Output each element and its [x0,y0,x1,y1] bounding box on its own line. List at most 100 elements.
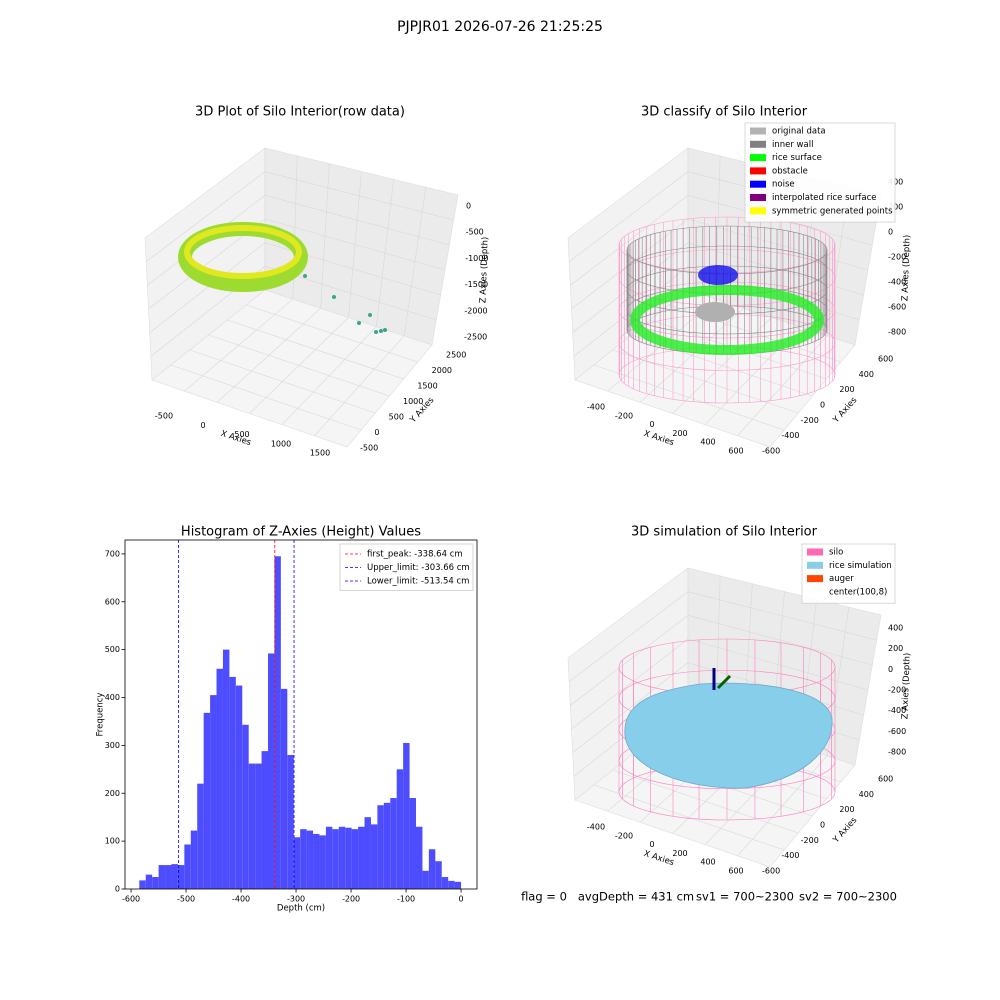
auger [716,674,732,690]
legend-swatch [807,548,823,556]
legend-label: obstacle [772,166,808,176]
legend-label: first_peak: -338.64 cm [367,550,463,560]
z-tick-label: -2000 [464,306,487,315]
legend-label: Lower_limit: -513.54 cm [367,577,469,587]
x-tick-label: 200 [672,429,687,438]
z-tick-label: -2500 [464,333,487,342]
bar [358,826,365,889]
y-tick-label: 600 [105,597,120,606]
cloud [184,225,302,279]
bar [325,826,333,889]
y-tick-label: -200 [801,416,819,425]
z-tick-label: 0 [888,665,893,674]
x-axis-label: X Axies [642,849,675,868]
cloud-point [303,274,307,278]
bar [332,829,339,889]
bar [390,798,397,889]
legend-label: rice surface [772,153,822,163]
x-tick-label: 0 [459,895,464,904]
pane-grid [570,195,689,286]
bar [313,833,320,889]
x-tick-label: -400 [232,895,250,904]
y-tick-label: -200 [801,836,819,845]
bar [184,844,191,889]
bar [248,763,256,889]
pane-grid [737,755,828,857]
x-tick-label: -200 [615,831,633,840]
z-tick-label: -200 [888,686,906,695]
legend-box [744,122,896,223]
legend-swatch [807,575,823,583]
x-tick-label: 1500 [310,449,330,458]
z-tick-label: -800 [888,748,906,757]
figure-title: PJPJR01 2026-07-26 21:25:25 [397,19,603,35]
bar [274,556,281,889]
x-tick-label: 0 [649,840,654,849]
z-tick-label: -1500 [465,280,488,289]
x-tick-label: -400 [587,823,605,832]
y-tick-label: 400 [859,790,874,799]
legend-label: symmetric generated points [772,206,893,216]
x-tick-label: -500 [155,412,173,421]
y-axis-label: Y Axies [831,395,860,426]
y-tick-label: 0 [374,428,379,437]
y-tick-label: 600 [878,775,893,784]
pane-grid [687,591,877,641]
y-tick-label: 0 [820,401,825,410]
y-tick-label: 200 [839,385,854,394]
bar [306,830,314,889]
legend-label: rice simulation [829,561,892,571]
bar [396,769,404,889]
y-tick-label: 2000 [432,366,452,375]
z-axis-label: Z Axies (Depth) [900,653,912,720]
legend-swatch [750,154,766,162]
y-tick-label: 400 [859,370,874,379]
z-tick-label: 400 [888,624,903,633]
pane-grid [149,242,266,333]
bar [261,751,268,889]
bar [235,685,243,889]
z-tick-label: -400 [888,706,906,715]
x-tick-label: 500 [234,430,249,439]
legend-swatch [750,180,766,188]
y-tick-label: 600 [878,355,893,364]
legend-swatch [807,588,823,596]
x-tick-label: 600 [728,867,743,876]
panel-title: 3D classify of Silo Interior [641,105,808,120]
bar [171,864,178,889]
legend-swatch [750,207,766,215]
y-tick-label: -400 [781,431,799,440]
bar [441,877,449,889]
bar [210,695,217,889]
z-tick-label: 200 [888,644,903,653]
y-tick-label: 1500 [417,382,437,391]
z-tick-label: 0 [466,202,471,211]
status-text: flag = 0 [521,890,567,904]
bar [287,754,294,889]
y-tick-label: 700 [105,549,120,558]
bar [255,763,262,889]
legend-swatch [750,167,766,175]
legend-label: auger [829,574,854,584]
cloud-point [374,330,378,334]
bar [422,870,429,889]
pane-grid [145,171,266,262]
bar [435,861,442,889]
bar [197,783,204,889]
z-tick-label: -200 [888,253,906,262]
z-tick-label: -500 [466,228,484,237]
x-tick-label: -100 [397,895,415,904]
z-tick-label: -1000 [465,254,488,263]
y-tick-label: -400 [781,851,799,860]
y-tick-label: 300 [105,741,120,750]
bar [139,880,146,889]
cloud-point [383,328,387,332]
bar [190,830,198,889]
pane-grid [314,335,405,437]
x-tick-label: 400 [700,438,715,447]
y-tick-label: 1000 [403,397,423,406]
pane-grid [572,662,689,753]
bar [229,676,236,889]
cloud [630,285,824,355]
bar [370,824,378,889]
